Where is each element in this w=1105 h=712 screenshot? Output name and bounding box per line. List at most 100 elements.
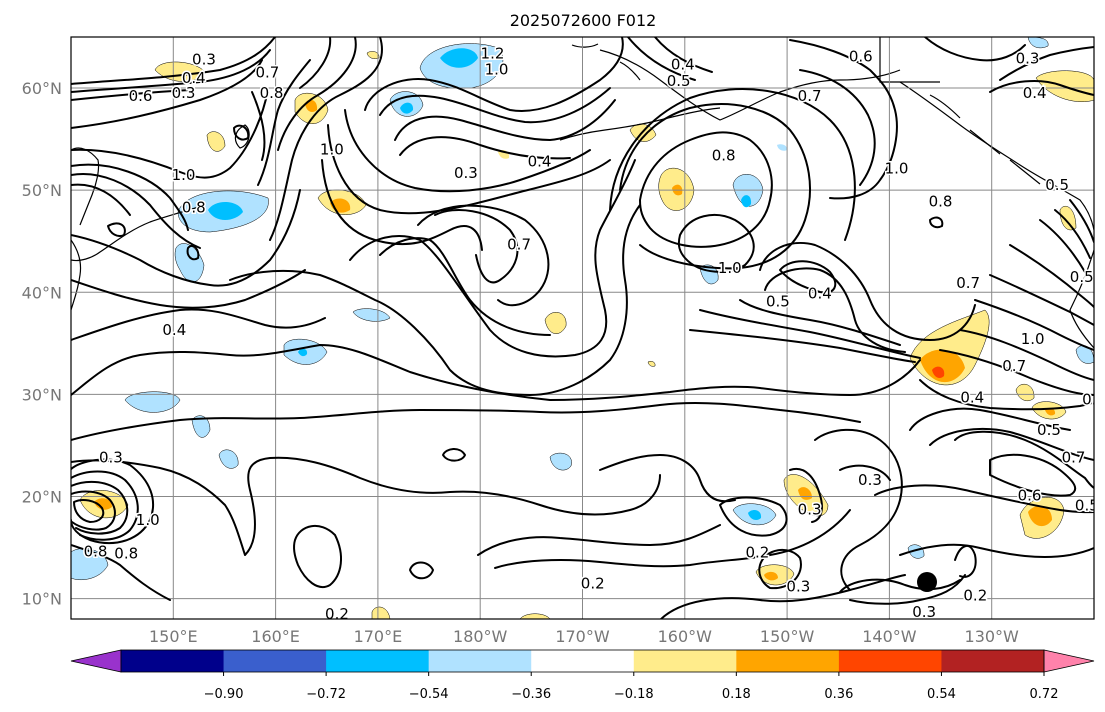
position-marker[interactable] [917, 572, 937, 592]
contour-line [394, 99, 616, 141]
contour-line [814, 428, 903, 591]
colorbar-tick-label: 0.36 [824, 687, 853, 702]
contour-label: 1.0 [885, 160, 909, 178]
lat-tick-label: 20°N [22, 487, 62, 506]
contour-label: 0.3 [912, 603, 936, 621]
shade-region [932, 366, 945, 378]
contour-label: 0.2 [325, 605, 349, 623]
shade-region [920, 349, 965, 383]
contour-label: 0.4 [528, 153, 552, 171]
map-panel[interactable]: 0.30.40.6 0.30.70.81.01.00.81.01.20.40.30… [70, 36, 1105, 623]
shade-region [1028, 505, 1052, 527]
contour-line [71, 59, 263, 129]
shade-region [764, 571, 778, 581]
contour-line [599, 454, 736, 503]
contour-line [186, 244, 200, 261]
contour-line [321, 159, 483, 251]
contour-label: 0.7 [798, 87, 822, 105]
contour-line [299, 37, 332, 89]
colorbar-swatch [838, 650, 942, 672]
contour-line [939, 349, 1094, 396]
shade-region [1059, 206, 1077, 231]
contour-line [909, 407, 1071, 431]
contour-line [999, 46, 1094, 81]
contour-label: 1.0 [1021, 330, 1045, 348]
colorbar-swatch [428, 650, 532, 672]
contour-label: 0.5 [1037, 421, 1061, 439]
contour-label: 0.8 [182, 199, 206, 217]
contour-label: 0.7 [255, 64, 279, 82]
shade-region [400, 102, 414, 114]
contour-line [73, 499, 105, 523]
contour-line [293, 525, 342, 588]
shade-region [208, 201, 243, 220]
contour-line [417, 204, 550, 307]
contour-line [639, 131, 773, 248]
contour-line [233, 124, 250, 141]
coastline [929, 94, 1041, 185]
lon-tick-label: 140°W [862, 627, 917, 646]
contour-line [1039, 219, 1086, 273]
contour-label: 0.6 [1018, 486, 1042, 504]
shade-region [352, 308, 391, 322]
lon-tick-label: 160°W [658, 627, 713, 646]
contour-line [654, 37, 713, 73]
contour-label: 0.6 [129, 87, 153, 105]
contour-label: 1.0 [172, 166, 196, 184]
contour-label: 1.0 [718, 259, 742, 277]
contour-label: 0.8 [84, 543, 108, 561]
colorbar-swatch [531, 650, 635, 672]
contour-line [789, 467, 823, 523]
colorbar-tick-label: −0.18 [614, 687, 654, 702]
contour-label: 0.3 [192, 50, 216, 68]
lon-tick-label: 170°E [354, 627, 403, 646]
contour-line [71, 269, 306, 309]
contour-line [229, 204, 641, 396]
contour-line [739, 299, 901, 346]
contour-line [759, 242, 976, 341]
contour-label: 0.4 [808, 284, 832, 302]
shade-region [741, 195, 752, 208]
lat-tick-label: 50°N [22, 181, 62, 200]
contour-line [919, 379, 1094, 411]
coastline [899, 81, 1094, 231]
contour-line [434, 209, 519, 284]
shade-region [748, 510, 762, 521]
lon-tick-label: 180°W [453, 627, 508, 646]
contour-label: 0.2 [963, 587, 987, 605]
contour-line [677, 214, 755, 273]
lat-tick-label: 60°N [22, 79, 62, 98]
contour-line [379, 237, 551, 336]
coastline [571, 43, 641, 81]
contour-label: 0.4 [182, 69, 206, 87]
lat-tick-label: 40°N [22, 283, 62, 302]
contour-line [799, 69, 876, 186]
contour-line [257, 59, 311, 186]
colorbar-tick-label: −0.54 [409, 687, 449, 702]
coastline [234, 124, 250, 149]
contour-line [849, 574, 966, 605]
map-border [70, 36, 1095, 620]
contour-line [689, 329, 916, 363]
contour-line [989, 453, 1077, 497]
contour-label: 0.5 [1070, 268, 1094, 286]
contour-line [379, 87, 611, 124]
contour-line [924, 37, 1026, 62]
contour-line [442, 448, 466, 462]
contour-label: 0.7 [507, 235, 531, 253]
contour-line [619, 103, 811, 270]
contour-line [1009, 244, 1094, 308]
shade-region [549, 452, 572, 471]
contour-line [71, 37, 276, 85]
contour-label: 0.5 [667, 72, 691, 90]
contour-label: 0.7 [956, 274, 980, 292]
contour-label: 0.8 [114, 545, 138, 563]
contour-label: 1.2 [481, 44, 505, 62]
contour-label: 0.4 [960, 388, 984, 406]
coastline [1069, 249, 1094, 349]
colorbar-swatch [941, 650, 1045, 672]
contour-label: 0.3 [858, 471, 882, 489]
contour-label: 0.6 [1082, 390, 1105, 408]
shade-region [777, 144, 788, 151]
